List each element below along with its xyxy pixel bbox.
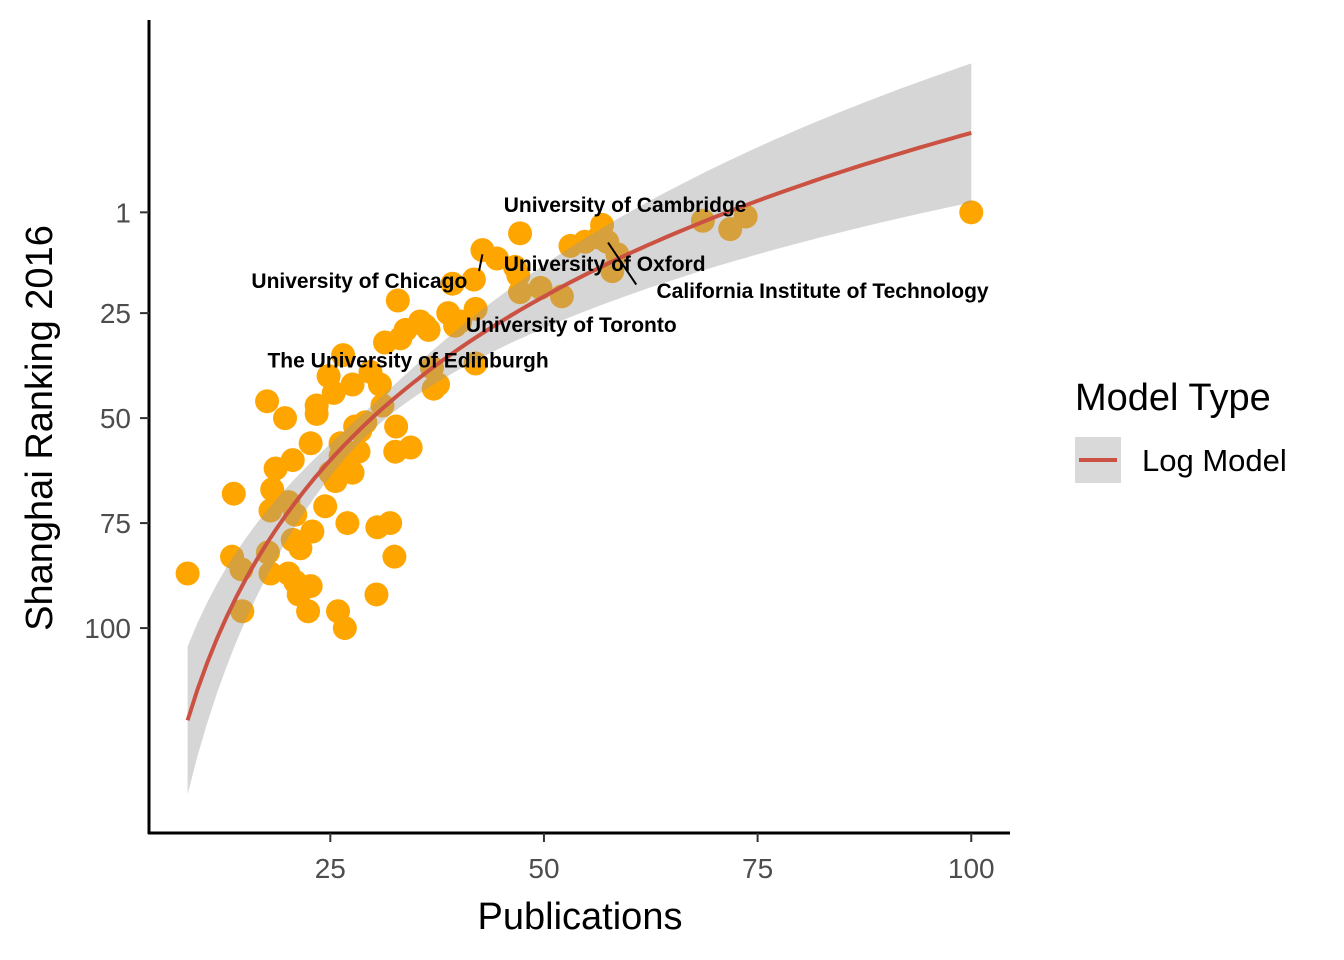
data-point: [273, 406, 298, 431]
annotation-label: University of Chicago: [251, 270, 467, 293]
legend: Model Type Log Model: [1075, 377, 1287, 483]
x-axis-title: Publications: [478, 896, 683, 938]
data-point: [508, 280, 533, 305]
data-point: [384, 414, 409, 439]
data-point: [328, 431, 353, 456]
confidence-ribbon: [187, 63, 972, 795]
data-point: [321, 380, 346, 405]
data-point: [255, 389, 280, 414]
y-tick-label: 100: [84, 613, 131, 644]
points-layer: [175, 200, 984, 641]
data-point: [367, 372, 392, 397]
data-point: [461, 267, 486, 292]
data-point: [313, 494, 338, 519]
log-model-line: [185, 130, 972, 721]
annotation-label: The University of Edinburgh: [267, 350, 548, 373]
y-tick-label: 75: [100, 508, 131, 539]
data-point: [298, 574, 323, 599]
data-point: [378, 511, 403, 536]
data-point: [398, 435, 423, 460]
legend-title: Model Type: [1075, 377, 1271, 419]
data-point: [175, 561, 200, 586]
data-point: [298, 431, 323, 456]
y-tick-label: 50: [100, 403, 131, 434]
data-point: [258, 498, 283, 523]
data-point: [463, 351, 488, 376]
data-point: [260, 477, 285, 502]
data-point: [733, 204, 758, 229]
data-point: [385, 288, 410, 313]
x-tick-label: 100: [948, 853, 995, 884]
data-point: [416, 317, 441, 342]
y-tick-label: 25: [100, 298, 131, 329]
y-tick-label: 1: [115, 197, 131, 228]
data-point: [304, 393, 329, 418]
data-point: [332, 616, 357, 641]
legend-entry-log-model: Log Model: [1142, 443, 1287, 478]
y-axis-title: Shanghai Ranking 2016: [19, 225, 61, 631]
data-point: [258, 561, 283, 586]
data-point: [484, 246, 509, 271]
data-point: [255, 540, 280, 565]
x-tick-label: 75: [742, 853, 773, 884]
x-axis-ticks: 25 50 75 100: [315, 833, 995, 884]
data-point: [230, 599, 255, 624]
data-point: [296, 599, 321, 624]
data-point: [340, 460, 365, 485]
annotation-label: University of Toronto: [466, 314, 677, 337]
data-point: [221, 481, 246, 506]
data-point: [331, 343, 356, 368]
y-axis-ticks: 1 25 50 75 100: [84, 197, 149, 644]
data-point: [288, 536, 313, 561]
annotation-label: University of Oxford: [504, 253, 706, 276]
data-point: [959, 200, 984, 225]
annotation-label: University of Cambridge: [504, 194, 747, 217]
x-tick-label: 25: [315, 853, 346, 884]
x-tick-label: 50: [528, 853, 559, 884]
data-point: [364, 582, 389, 607]
annotations-layer: University of Cambridge University of Oxf…: [251, 194, 989, 372]
data-point: [340, 372, 365, 397]
data-point: [440, 271, 465, 296]
data-point: [463, 296, 488, 321]
data-point: [300, 519, 325, 544]
data-point: [382, 544, 407, 569]
data-point: [280, 448, 305, 473]
annotation-leader-line: [478, 254, 484, 272]
data-point: [335, 511, 360, 536]
data-point: [425, 372, 450, 397]
annotation-label: California Institute of Technology: [656, 280, 988, 303]
data-point: [508, 221, 533, 246]
data-point: [346, 439, 371, 464]
annotation-leader-line: [607, 242, 638, 286]
